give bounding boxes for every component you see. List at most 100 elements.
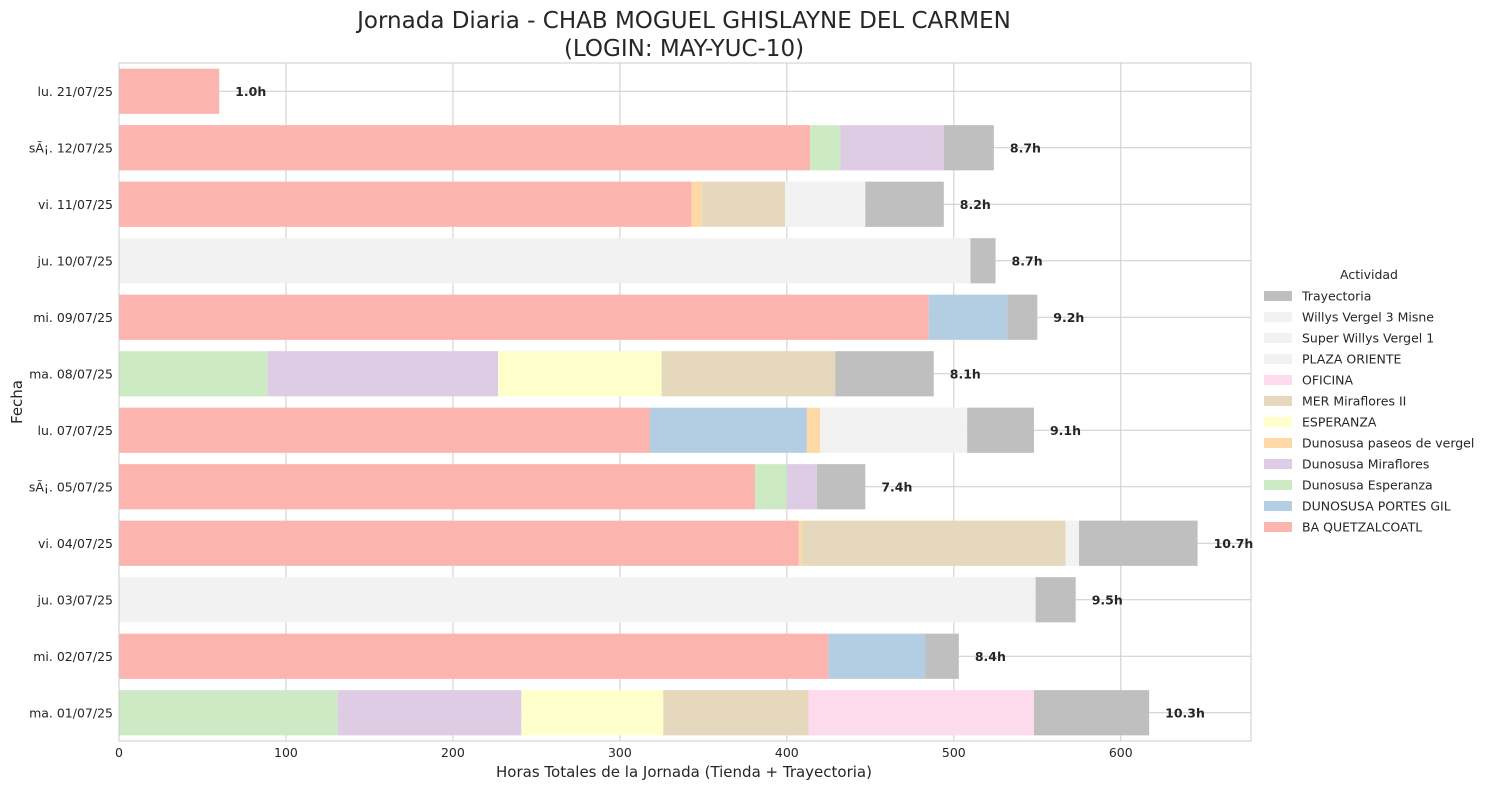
bar-total-label: 9.1h bbox=[1050, 423, 1081, 438]
bar-segment bbox=[1079, 520, 1198, 566]
bar-segment bbox=[119, 577, 1036, 623]
legend-entry-label: Trayectoria bbox=[1301, 289, 1371, 304]
bar-segment bbox=[119, 633, 829, 679]
bar-segment bbox=[840, 125, 944, 171]
legend-swatch bbox=[1264, 375, 1292, 385]
bar-row bbox=[119, 690, 1150, 736]
legend-swatch bbox=[1264, 333, 1292, 343]
legend-swatch bbox=[1264, 480, 1292, 490]
legend-title: Actividad bbox=[1340, 267, 1398, 282]
bar-row bbox=[119, 633, 959, 679]
legend-entry-label: Dunosusa Miraflores bbox=[1302, 457, 1429, 472]
bar-segment bbox=[119, 690, 338, 736]
plot-border bbox=[118, 62, 1252, 742]
bar-segment bbox=[663, 690, 809, 736]
bar-segment bbox=[119, 520, 799, 566]
bar-row bbox=[119, 238, 996, 284]
x-tick-label: 600 bbox=[1109, 745, 1133, 760]
x-tick-label: 100 bbox=[274, 745, 298, 760]
bar-total-label: 8.4h bbox=[975, 649, 1006, 664]
bar-segment bbox=[828, 633, 926, 679]
legend-swatch bbox=[1264, 312, 1292, 322]
bar-segment bbox=[810, 125, 841, 171]
legend-entry-label: Willys Vergel 3 Misne bbox=[1302, 310, 1434, 325]
bar-row bbox=[119, 68, 220, 114]
bar-total-label: 8.7h bbox=[1010, 140, 1041, 155]
chart-title-line2: (LOGIN: MAY-YUC-10) bbox=[564, 36, 804, 62]
legend-swatch bbox=[1264, 417, 1292, 427]
bar-segment bbox=[498, 351, 662, 397]
legend-swatch bbox=[1264, 522, 1292, 532]
legend-swatch bbox=[1264, 291, 1292, 301]
bar-segment bbox=[661, 351, 836, 397]
chart-title-line1: Jornada Diaria - CHAB MOGUEL GHISLAYNE D… bbox=[355, 8, 1011, 34]
legend-swatch bbox=[1264, 354, 1292, 364]
bar-row bbox=[119, 464, 866, 510]
legend-entry-label: Dunosusa paseos de vergel bbox=[1302, 436, 1474, 451]
bar-segment bbox=[337, 690, 522, 736]
legend-entry-label: ESPERANZA bbox=[1302, 415, 1377, 430]
bar-segment bbox=[119, 125, 811, 171]
bar-total-label: 1.0h bbox=[235, 84, 266, 99]
x-tick-label: 500 bbox=[942, 745, 966, 760]
x-axis-label: Horas Totales de la Jornada (Tienda + Tr… bbox=[496, 763, 872, 781]
bar-segment bbox=[816, 464, 866, 510]
y-tick-label: ju. 10/07/25 bbox=[37, 253, 113, 268]
bar-segment bbox=[649, 407, 807, 453]
bar-segment bbox=[119, 407, 650, 453]
bar-row bbox=[119, 294, 1038, 340]
x-tick-label: 200 bbox=[441, 745, 465, 760]
bar-segment bbox=[943, 125, 994, 171]
bar-row bbox=[119, 577, 1076, 623]
legend: Actividad Trayectoria Willys Vergel 3 Mis… bbox=[1264, 267, 1474, 535]
bar-segment bbox=[691, 181, 702, 227]
bar-total-label: 10.3h bbox=[1165, 705, 1205, 720]
bar-total-label: 8.2h bbox=[960, 197, 991, 212]
legend-entry-label: Dunosusa Esperanza bbox=[1302, 478, 1433, 493]
bar-total-label: 7.4h bbox=[881, 479, 912, 494]
bar-segment bbox=[1033, 690, 1150, 736]
y-tick-label: mi. 09/07/25 bbox=[33, 310, 113, 325]
bar-segment bbox=[925, 633, 959, 679]
legend-entry-label: BA QUETZALCOATL bbox=[1302, 520, 1422, 535]
bar-row bbox=[119, 520, 1198, 566]
bar-segment bbox=[820, 407, 968, 453]
legend-swatch bbox=[1264, 501, 1292, 511]
bar-segment bbox=[267, 351, 499, 397]
bar-segment bbox=[928, 294, 1008, 340]
x-tick-label: 300 bbox=[608, 745, 632, 760]
bar-segment bbox=[865, 181, 944, 227]
y-tick-label: sÃ¡. 12/07/25 bbox=[29, 140, 113, 155]
x-tick-label: 0 bbox=[115, 745, 123, 760]
y-axis-label: Fecha bbox=[8, 380, 26, 424]
legend-entry-label: OFICINA bbox=[1302, 373, 1353, 388]
legend-swatch bbox=[1264, 438, 1292, 448]
bar-segment bbox=[119, 238, 971, 284]
bar-series bbox=[119, 68, 1198, 736]
y-axis-ticks: lu. 21/07/25 sÃ¡. 12/07/25 vi. 11/07/25 ju.… bbox=[29, 84, 113, 721]
x-tick-label: 400 bbox=[775, 745, 799, 760]
bar-segment bbox=[970, 238, 996, 284]
bar-segment bbox=[801, 520, 1066, 566]
bar-segment bbox=[786, 464, 817, 510]
bar-segment bbox=[1007, 294, 1038, 340]
bar-total-label: 10.7h bbox=[1214, 536, 1254, 551]
bar-segment bbox=[785, 181, 866, 227]
y-tick-label: ju. 03/07/25 bbox=[37, 592, 113, 607]
bar-row bbox=[119, 125, 994, 171]
bar-segment bbox=[119, 68, 220, 114]
y-tick-label: ma. 01/07/25 bbox=[29, 705, 113, 720]
bar-segment bbox=[806, 407, 821, 453]
legend-entry-label: DUNOSUSA PORTES GIL bbox=[1302, 499, 1451, 514]
legend-swatch bbox=[1264, 396, 1292, 406]
legend-entry-label: Super Willys Vergel 1 bbox=[1302, 331, 1434, 346]
bar-row bbox=[119, 181, 944, 227]
bar-segment bbox=[798, 520, 802, 566]
plot-frame bbox=[118, 62, 1252, 742]
legend-entry-label: PLAZA ORIENTE bbox=[1302, 352, 1402, 367]
bar-segment bbox=[521, 690, 664, 736]
y-tick-label: lu. 21/07/25 bbox=[38, 84, 113, 99]
bar-row bbox=[119, 407, 1034, 453]
